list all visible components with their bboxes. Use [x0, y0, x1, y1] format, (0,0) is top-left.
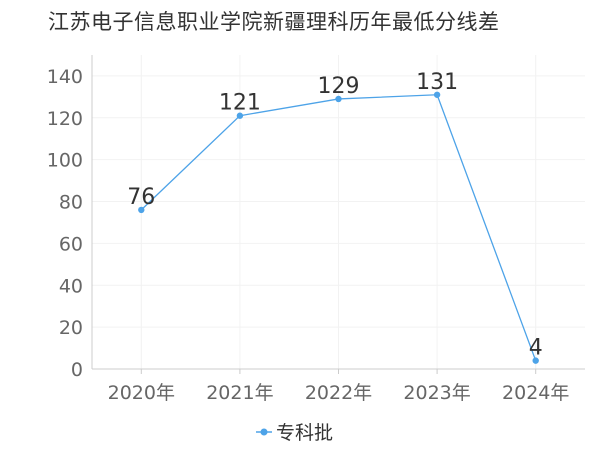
x-tick-label: 2023年: [403, 382, 470, 404]
legend-label: 专科批: [276, 422, 333, 444]
data-point[interactable]: [433, 91, 441, 98]
data-label: 76: [127, 185, 155, 210]
chart-title: 江苏电子信息职业学院新疆理科历年最低分线差: [48, 10, 500, 34]
legend-marker: [260, 428, 268, 436]
x-tick-label: 2021年: [206, 382, 273, 404]
data-label: 131: [416, 70, 458, 95]
data-labels: 76 121 129 131 4: [127, 70, 542, 361]
data-label: 121: [219, 91, 261, 116]
grid-lines: [92, 55, 585, 369]
data-point[interactable]: [335, 95, 342, 103]
legend[interactable]: 专科批: [256, 422, 333, 444]
y-tick-label: 140: [47, 66, 83, 88]
y-tick-labels: 0 20 40 60 80 100 120 140: [47, 66, 83, 381]
data-label: 129: [318, 74, 360, 99]
data-point[interactable]: [532, 357, 539, 364]
x-tick-label: 2024年: [502, 382, 569, 404]
y-tick-label: 20: [59, 317, 83, 339]
data-point[interactable]: [236, 112, 244, 119]
data-label: 4: [529, 336, 543, 361]
axes: [91, 55, 585, 374]
x-tick-label: 2020年: [108, 382, 175, 404]
y-tick-label: 40: [59, 275, 83, 297]
data-point[interactable]: [138, 206, 145, 214]
y-tick-label: 80: [59, 192, 83, 214]
series-layer: [138, 91, 539, 364]
y-tick-label: 60: [59, 233, 83, 255]
x-tick-label: 2022年: [305, 382, 372, 404]
x-tick-labels: 2020年 2021年 2022年 2023年 2024年: [108, 382, 570, 404]
y-tick-label: 100: [47, 150, 83, 172]
y-tick-label: 0: [71, 359, 83, 381]
y-tick-label: 120: [47, 108, 83, 130]
